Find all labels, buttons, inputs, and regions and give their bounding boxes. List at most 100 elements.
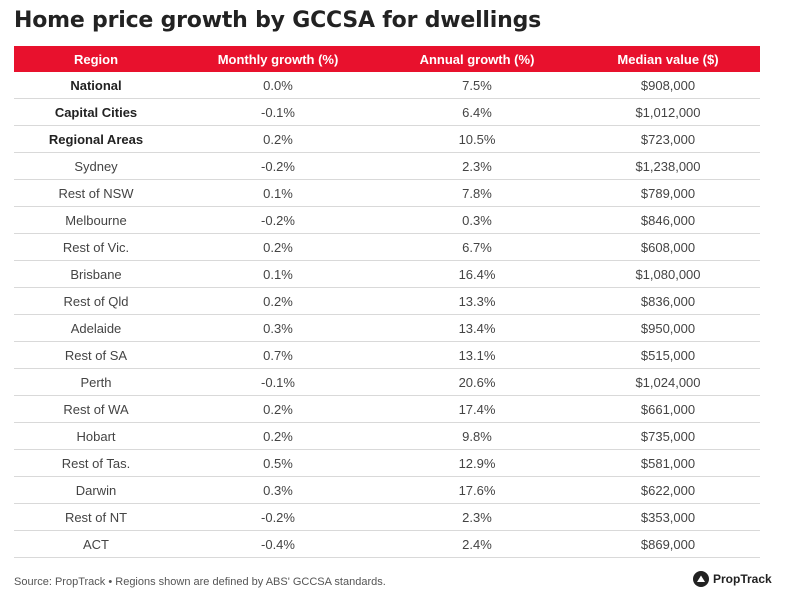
table-row: Perth -0.1% 20.6% $1,024,000 xyxy=(14,368,760,396)
annual-growth-cell: 6.7% xyxy=(378,233,576,261)
table-row: Rest of SA 0.7% 13.1% $515,000 xyxy=(14,341,760,369)
monthly-growth-cell: -0.1% xyxy=(178,368,378,396)
table-row: Hobart 0.2% 9.8% $735,000 xyxy=(14,422,760,450)
annual-growth-cell: 10.5% xyxy=(378,125,576,153)
monthly-growth-cell: -0.2% xyxy=(178,152,378,180)
median-value-cell: $353,000 xyxy=(576,503,760,531)
monthly-growth-cell: 0.2% xyxy=(178,287,378,315)
median-value-cell: $622,000 xyxy=(576,476,760,504)
median-value-cell: $581,000 xyxy=(576,449,760,477)
table-row: Rest of NSW 0.1% 7.8% $789,000 xyxy=(14,179,760,207)
median-value-cell: $846,000 xyxy=(576,206,760,234)
monthly-growth-cell: 0.3% xyxy=(178,314,378,342)
median-value-cell: $1,238,000 xyxy=(576,152,760,180)
monthly-growth-cell: 0.1% xyxy=(178,179,378,207)
annual-growth-cell: 20.6% xyxy=(378,368,576,396)
annual-growth-cell: 17.6% xyxy=(378,476,576,504)
region-cell: Sydney xyxy=(14,152,178,180)
table-row: Rest of NT -0.2% 2.3% $353,000 xyxy=(14,503,760,531)
monthly-growth-cell: 0.3% xyxy=(178,476,378,504)
annual-growth-cell: 2.3% xyxy=(378,503,576,531)
annual-growth-cell: 12.9% xyxy=(378,449,576,477)
column-header: Median value ($) xyxy=(617,51,719,67)
monthly-growth-cell: 0.5% xyxy=(178,449,378,477)
region-cell: Rest of Vic. xyxy=(14,233,178,261)
annual-growth-cell: 2.4% xyxy=(378,530,576,558)
table-row: Rest of WA 0.2% 17.4% $661,000 xyxy=(14,395,760,423)
table-row: Sydney -0.2% 2.3% $1,238,000 xyxy=(14,152,760,180)
annual-growth-cell: 6.4% xyxy=(378,98,576,126)
region-cell: ACT xyxy=(14,530,178,558)
logo-text: PropTrack xyxy=(713,572,772,586)
table-row: Rest of Vic. 0.2% 6.7% $608,000 xyxy=(14,233,760,261)
column-header: Annual growth (%) xyxy=(419,51,535,67)
median-value-cell: $950,000 xyxy=(576,314,760,342)
monthly-growth-cell: 0.2% xyxy=(178,233,378,261)
region-cell: Rest of NT xyxy=(14,503,178,531)
table-row: Rest of Qld 0.2% 13.3% $836,000 xyxy=(14,287,760,315)
monthly-growth-cell: 0.2% xyxy=(178,395,378,423)
monthly-growth-cell: -0.2% xyxy=(178,503,378,531)
median-value-cell: $908,000 xyxy=(576,72,760,99)
annual-growth-cell: 13.1% xyxy=(378,341,576,369)
region-cell: Rest of SA xyxy=(14,341,178,369)
column-header: Monthly growth (%) xyxy=(217,51,339,67)
region-cell: Rest of NSW xyxy=(14,179,178,207)
monthly-growth-cell: -0.1% xyxy=(178,98,378,126)
monthly-growth-cell: -0.4% xyxy=(178,530,378,558)
median-value-cell: $869,000 xyxy=(576,530,760,558)
growth-table: Region Monthly growth (%) Annual growth (%… xyxy=(14,46,760,558)
monthly-growth-cell: 0.0% xyxy=(178,72,378,99)
median-value-cell: $1,080,000 xyxy=(576,260,760,288)
annual-growth-cell: 17.4% xyxy=(378,395,576,423)
monthly-growth-cell: 0.7% xyxy=(178,341,378,369)
table-row: Brisbane 0.1% 16.4% $1,080,000 xyxy=(14,260,760,288)
table-row: ACT -0.4% 2.4% $869,000 xyxy=(14,530,760,558)
table-body: National 0.0% 7.5% $908,000 Capital Cities -0… xyxy=(14,72,760,558)
proptrack-logo: PropTrack xyxy=(693,571,772,587)
region-cell: Adelaide xyxy=(14,314,178,342)
monthly-growth-cell: 0.2% xyxy=(178,422,378,450)
annual-growth-cell: 13.4% xyxy=(378,314,576,342)
column-header: Region xyxy=(73,51,119,67)
source-note: Source: PropTrack • Regions shown are de… xyxy=(14,576,386,588)
table-row: Adelaide 0.3% 13.4% $950,000 xyxy=(14,314,760,342)
monthly-growth-cell: -0.2% xyxy=(178,206,378,234)
region-cell: Melbourne xyxy=(14,206,178,234)
table-row: Capital Cities -0.1% 6.4% $1,012,000 xyxy=(14,98,760,126)
region-cell: Rest of WA xyxy=(14,395,178,423)
median-value-cell: $735,000 xyxy=(576,422,760,450)
chart-title: Home price growth by GCCSA for dwellings xyxy=(14,8,542,33)
annual-growth-cell: 7.8% xyxy=(378,179,576,207)
region-cell: Rest of Tas. xyxy=(14,449,178,477)
monthly-growth-cell: 0.2% xyxy=(178,125,378,153)
median-value-cell: $723,000 xyxy=(576,125,760,153)
table-row: Regional Areas 0.2% 10.5% $723,000 xyxy=(14,125,760,153)
region-cell: Regional Areas xyxy=(14,125,178,153)
table-row: Rest of Tas. 0.5% 12.9% $581,000 xyxy=(14,449,760,477)
annual-growth-cell: 13.3% xyxy=(378,287,576,315)
median-value-cell: $608,000 xyxy=(576,233,760,261)
annual-growth-cell: 16.4% xyxy=(378,260,576,288)
region-cell: Brisbane xyxy=(14,260,178,288)
table-row: Melbourne -0.2% 0.3% $846,000 xyxy=(14,206,760,234)
region-cell: National xyxy=(14,72,178,99)
annual-growth-cell: 9.8% xyxy=(378,422,576,450)
monthly-growth-cell: 0.1% xyxy=(178,260,378,288)
annual-growth-cell: 0.3% xyxy=(378,206,576,234)
annual-growth-cell: 7.5% xyxy=(378,72,576,99)
proptrack-logo-icon xyxy=(693,571,709,587)
median-value-cell: $836,000 xyxy=(576,287,760,315)
region-cell: Hobart xyxy=(14,422,178,450)
table-row: National 0.0% 7.5% $908,000 xyxy=(14,72,760,99)
median-value-cell: $515,000 xyxy=(576,341,760,369)
region-cell: Rest of Qld xyxy=(14,287,178,315)
region-cell: Perth xyxy=(14,368,178,396)
annual-growth-cell: 2.3% xyxy=(378,152,576,180)
region-cell: Darwin xyxy=(14,476,178,504)
median-value-cell: $789,000 xyxy=(576,179,760,207)
median-value-cell: $1,024,000 xyxy=(576,368,760,396)
table-row: Darwin 0.3% 17.6% $622,000 xyxy=(14,476,760,504)
header-row: Region Monthly growth (%) Annual growth (%… xyxy=(14,46,760,72)
table-header: Region Monthly growth (%) Annual growth (%… xyxy=(14,46,760,72)
